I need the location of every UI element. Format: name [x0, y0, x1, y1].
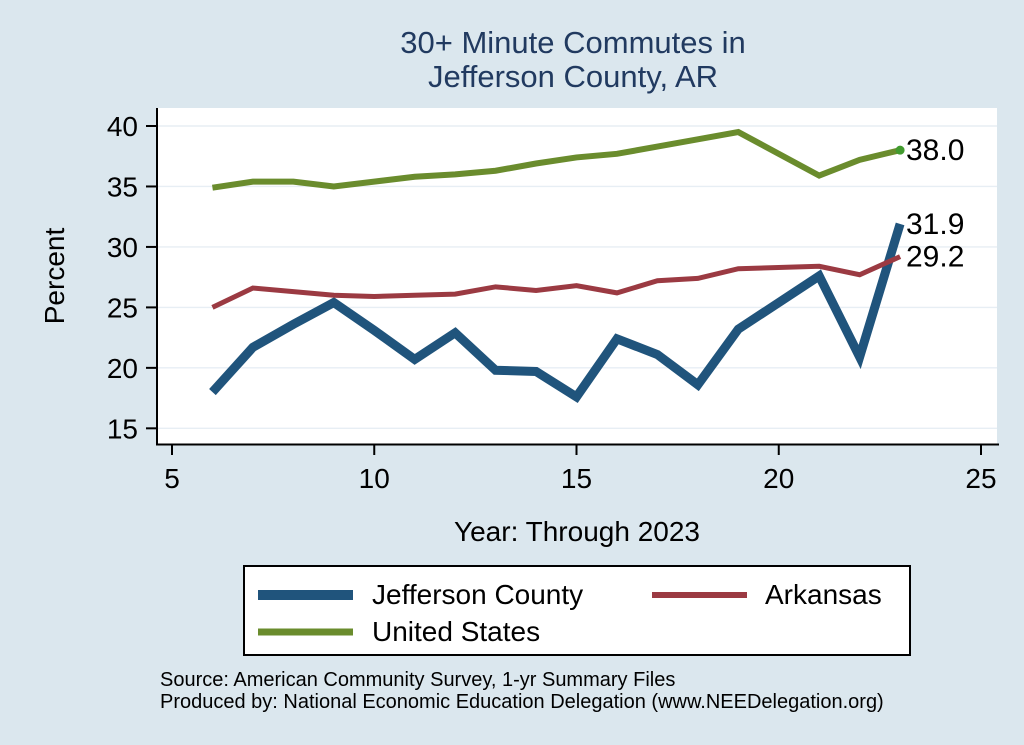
footer: Source: American Community Survey, 1-yr … — [160, 669, 884, 713]
x-tick-label-15: 15 — [561, 463, 592, 494]
x-tick-label-25: 25 — [965, 463, 996, 494]
x-tick-label-10: 10 — [359, 463, 390, 494]
y-tick-label-15: 15 — [107, 413, 138, 444]
chart-title-line1: 30+ Minute Commutes in — [400, 25, 746, 60]
producer-note: Produced by: National Economic Education… — [160, 690, 884, 713]
end-label-jefferson-county: 31.9 — [906, 208, 964, 241]
chart-title-line2: Jefferson County, AR — [427, 59, 719, 94]
end-marker-united-states — [895, 145, 905, 155]
legend-swatch-united-states — [258, 628, 353, 636]
legend-label-arkansas: Arkansas — [765, 579, 882, 610]
legend-label-united-states: United States — [372, 616, 541, 647]
legend-label-jefferson-county: Jefferson County — [372, 579, 584, 610]
source-note: Source: American Community Survey, 1-yr … — [160, 669, 676, 691]
y-axis-title: Percent — [39, 227, 70, 325]
x-axis-ticks: 5 10 15 20 25 — [164, 445, 997, 494]
x-axis-title: Year: Through 2023 — [454, 516, 700, 547]
series-line-jefferson-county — [209, 222, 905, 403]
y-tick-label-40: 40 — [107, 111, 138, 142]
y-axis-ticks: 15 20 25 30 35 40 — [107, 111, 156, 444]
series-line-arkansas — [211, 254, 902, 310]
y-tick-label-20: 20 — [107, 353, 138, 384]
gridlines — [157, 125, 997, 430]
x-tick-label-20: 20 — [763, 463, 794, 494]
legend: Jefferson County Arkansas United States — [243, 565, 911, 656]
end-label-arkansas: 29.2 — [906, 241, 964, 274]
y-tick-label-25: 25 — [107, 292, 138, 323]
x-tick-label-5: 5 — [164, 463, 180, 494]
legend-swatch-arkansas — [652, 592, 747, 598]
legend-swatch-jefferson-county — [258, 590, 353, 600]
chart-title: 30+ Minute Commutes in Jefferson County,… — [146, 26, 1000, 94]
end-label-united-states: 38.0 — [906, 134, 964, 167]
y-tick-label-35: 35 — [107, 171, 138, 202]
y-tick-label-30: 30 — [107, 232, 138, 263]
series-line-united-states — [212, 128, 901, 191]
